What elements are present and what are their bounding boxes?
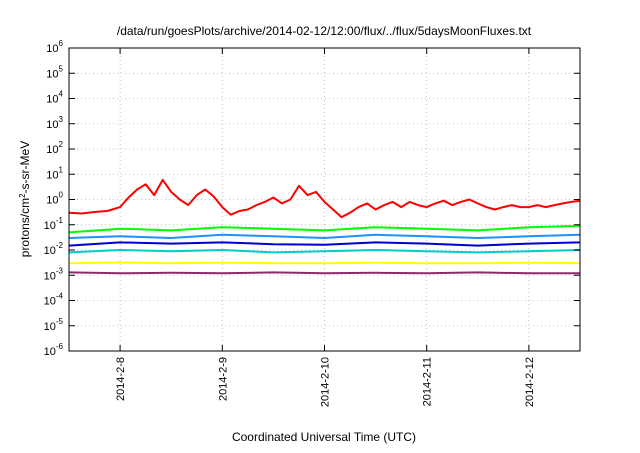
x-axis-label: Coordinated Universal Time (UTC) xyxy=(232,430,416,444)
y-tick-label: 10-3 xyxy=(44,266,64,282)
y-tick-label-base: 10 xyxy=(46,43,58,55)
y-tick-label: 102 xyxy=(46,140,63,156)
y-tick-label-exponent: 3 xyxy=(59,115,64,124)
y-tick-label-base: 10 xyxy=(46,94,58,106)
y-tick-label: 10-5 xyxy=(44,317,64,333)
chart-title: /data/run/goesPlots/archive/2014-02-12/1… xyxy=(117,24,532,38)
series-line-5 xyxy=(68,249,581,254)
series-line-2 xyxy=(68,224,581,234)
series-layer xyxy=(68,178,581,275)
y-tick-label-base: 10 xyxy=(46,169,58,181)
y-tick-label-base: 10 xyxy=(44,296,56,308)
y-tick-label: 103 xyxy=(46,115,63,131)
y-tick-label: 10-6 xyxy=(44,342,64,358)
y-tick-label-exponent: 6 xyxy=(59,39,64,48)
y-tick-label-exponent: 4 xyxy=(59,90,64,99)
x-tick-label: 2014-2-9 xyxy=(217,357,229,401)
y-tick-label: 105 xyxy=(46,64,63,80)
y-axis-label: protons/cm2-s-sr-MeV xyxy=(18,141,33,257)
tick-layer xyxy=(69,47,580,352)
y-tick-label-exponent: -2 xyxy=(56,241,64,250)
y-tick-label-base: 10 xyxy=(46,119,58,131)
y-tick-label: 10-4 xyxy=(44,292,64,308)
y-axis-label-prefix: protons/cm xyxy=(18,198,32,257)
y-tick-label-base: 10 xyxy=(44,270,56,282)
grid-layer xyxy=(69,48,580,351)
x-tick-label: 2014-2-11 xyxy=(422,357,434,406)
label-layer: 10-610-510-410-310-210-11001011021031041… xyxy=(44,39,536,407)
y-tick-label-base: 10 xyxy=(46,195,58,207)
y-tick-label-exponent: -4 xyxy=(56,292,64,301)
series-line-7 xyxy=(68,271,580,275)
y-tick-label: 104 xyxy=(46,90,63,106)
y-tick-label-exponent: 2 xyxy=(59,140,64,149)
y-tick-label-exponent: -3 xyxy=(56,266,64,275)
y-tick-label: 106 xyxy=(46,39,63,55)
y-tick-label-base: 10 xyxy=(44,220,56,232)
y-tick-label-base: 10 xyxy=(46,144,58,156)
series-line-3 xyxy=(68,233,581,239)
y-tick-label-base: 10 xyxy=(44,245,56,257)
y-tick-label-base: 10 xyxy=(46,68,58,80)
y-tick-label-exponent: 1 xyxy=(59,165,64,174)
y-tick-label: 100 xyxy=(46,191,63,207)
y-tick-label: 10-1 xyxy=(44,216,64,232)
y-axis-label-suffix: -s-sr-MeV xyxy=(18,141,32,194)
y-tick-label-base: 10 xyxy=(44,321,56,333)
series-line-1 xyxy=(68,178,581,219)
x-tick-label: 2014-2-10 xyxy=(320,357,332,407)
series-line-6 xyxy=(68,261,581,265)
x-tick-label: 2014-2-12 xyxy=(524,357,536,407)
y-tick-label-exponent: -6 xyxy=(56,342,64,351)
y-tick-label-base: 10 xyxy=(44,346,56,358)
y-tick-label: 101 xyxy=(46,165,63,181)
y-tick-label: 10-2 xyxy=(44,241,64,257)
y-tick-label-exponent: 0 xyxy=(59,191,64,200)
y-tick-label-exponent: -1 xyxy=(56,216,64,225)
y-tick-label-exponent: -5 xyxy=(56,317,64,326)
x-tick-label: 2014-2-8 xyxy=(115,357,127,401)
y-tick-label-exponent: 5 xyxy=(59,64,64,73)
y-axis-label-superscript: 2 xyxy=(18,193,27,198)
series-line-4 xyxy=(68,241,581,247)
